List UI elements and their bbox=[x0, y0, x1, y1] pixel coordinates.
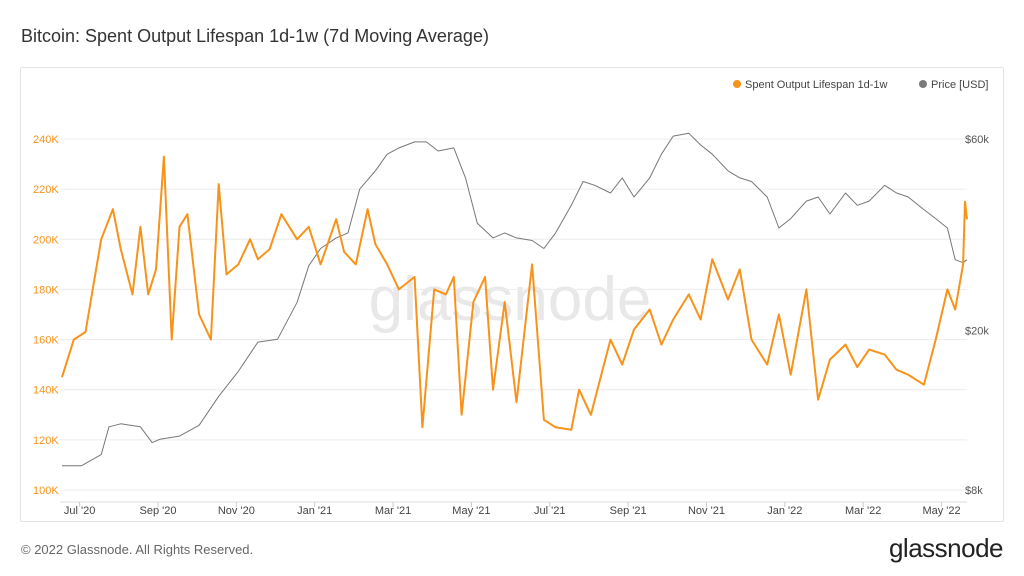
x-tick-label: May '22 bbox=[922, 505, 960, 517]
x-axis: Jul '20 Sep '20 Nov '20 Jan '21 Mar '21 May '… bbox=[60, 501, 967, 517]
chart-title: Bitcoin: Spent Output Lifespan 1d-1w (7d… bbox=[21, 26, 489, 46]
glassnode-logo: glassnode bbox=[888, 533, 1004, 563]
y-left-tick-label: 180K bbox=[33, 284, 59, 296]
legend-label: Price [USD] bbox=[931, 79, 988, 91]
legend: Spent Output Lifespan 1d-1w Price [USD] bbox=[733, 79, 988, 91]
x-tick-label: Jan '22 bbox=[767, 505, 802, 517]
chart-frame bbox=[20, 67, 1004, 522]
y-left-tick-label: 160K bbox=[33, 335, 59, 347]
spent-output-series-line bbox=[61, 155, 968, 431]
x-tick-label: Sep '21 bbox=[610, 505, 647, 517]
y-left-tick-label: 100K bbox=[33, 485, 59, 497]
legend-item-price[interactable]: Price [USD] bbox=[919, 79, 988, 91]
y-axis-left: 100K 120K 140K 160K 180K 200K 220K 240K bbox=[33, 134, 59, 497]
price-series-line bbox=[62, 132, 968, 467]
copyright-footer: © 2022 Glassnode. All Rights Reserved. bbox=[21, 542, 254, 557]
legend-label: Spent Output Lifespan 1d-1w bbox=[745, 79, 888, 91]
y-right-tick-label: $8k bbox=[965, 485, 983, 497]
y-left-tick-label: 220K bbox=[33, 184, 59, 196]
y-right-tick-label: $20k bbox=[965, 325, 989, 337]
y-left-tick-label: 140K bbox=[33, 385, 59, 397]
x-tick-label: Jan '21 bbox=[297, 505, 332, 517]
x-tick-label: Nov '20 bbox=[218, 505, 255, 517]
x-tick-label: Sep '20 bbox=[140, 505, 177, 517]
x-tick-label: Mar '21 bbox=[375, 505, 411, 517]
x-tick-label: Mar '22 bbox=[845, 505, 881, 517]
legend-item-spent-output[interactable]: Spent Output Lifespan 1d-1w bbox=[733, 79, 888, 91]
x-tick-label: Jul '21 bbox=[534, 505, 565, 517]
watermark: glassnode bbox=[369, 265, 652, 334]
legend-dot-icon bbox=[733, 80, 741, 88]
x-tick-label: May '21 bbox=[452, 505, 490, 517]
legend-dot-icon bbox=[919, 80, 927, 88]
y-left-tick-label: 240K bbox=[33, 134, 59, 146]
x-tick-label: Jul '20 bbox=[64, 505, 95, 517]
y-axis-right: $8k $20k $60k bbox=[965, 134, 989, 497]
x-tick-label: Nov '21 bbox=[688, 505, 725, 517]
y-right-tick-label: $60k bbox=[965, 134, 989, 146]
y-left-tick-label: 120K bbox=[33, 435, 59, 447]
y-left-tick-label: 200K bbox=[33, 234, 59, 246]
